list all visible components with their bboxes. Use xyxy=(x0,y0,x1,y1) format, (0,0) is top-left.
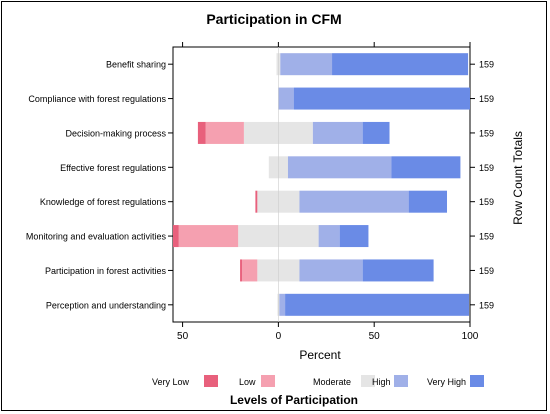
legend-label-very-high: Very High xyxy=(427,377,466,387)
row-total-label: 159 xyxy=(479,266,494,276)
legend-label-high: High xyxy=(372,377,391,387)
row-total-label: 159 xyxy=(479,300,494,310)
legend-swatch-low xyxy=(261,375,275,387)
category-label: Benefit sharing xyxy=(106,60,166,70)
x-tick-label: 100 xyxy=(462,331,479,342)
x-tick-label: 50 xyxy=(369,331,381,342)
bar-very-high-row-1 xyxy=(332,53,469,76)
x-tick-label: 0 xyxy=(276,331,282,342)
category-label: Compliance with forest regulations xyxy=(28,94,166,104)
bar-very-high-row-4 xyxy=(391,156,461,179)
plot-border xyxy=(172,46,471,323)
category-label: Participation in forest activities xyxy=(45,266,167,276)
plot-layer: Benefit sharing 159 Compliance with forest… xyxy=(26,42,494,342)
bar-very-high-row-5 xyxy=(408,190,448,213)
row-total-label: 159 xyxy=(479,128,494,138)
category-label: Decision-making process xyxy=(65,128,166,138)
legend-label-moderate: Moderate xyxy=(313,377,351,387)
bar-very-high-row-2 xyxy=(293,87,470,110)
x-tick-label: 50 xyxy=(177,331,189,342)
category-label: Knowledge of forest regulations xyxy=(40,197,167,207)
legend-swatch-moderate xyxy=(361,375,375,387)
bar-very-low-row-5 xyxy=(255,190,258,213)
category-label: Perception and understanding xyxy=(46,300,166,310)
x-axis-label: Percent xyxy=(299,348,341,362)
bar-high-row-1 xyxy=(280,53,333,76)
row-total-label: 159 xyxy=(479,232,494,242)
bar-high-row-3 xyxy=(312,121,363,144)
bar-low-row-7 xyxy=(241,259,258,282)
row-total-label: 159 xyxy=(479,163,494,173)
bar-very-high-row-8 xyxy=(285,293,470,316)
bar-very-high-row-6 xyxy=(339,225,369,248)
bar-very-low-row-3 xyxy=(197,121,206,144)
legend-swatch-very-low xyxy=(204,375,218,387)
bar-high-row-7 xyxy=(299,259,363,282)
legend-swatch-high xyxy=(394,375,408,387)
bar-low-row-6 xyxy=(178,225,239,248)
bar-high-row-8 xyxy=(279,293,286,316)
legend-label-low: Low xyxy=(239,377,256,387)
bar-high-row-4 xyxy=(287,156,392,179)
chart-title: Participation in CFM xyxy=(206,11,341,27)
legend-swatch-very-high xyxy=(470,375,484,387)
row-total-label: 159 xyxy=(479,197,494,207)
legend-title: Levels of Participation xyxy=(230,393,358,407)
right-axis-label: Row Count Totals xyxy=(511,131,525,225)
bar-very-low-row-6 xyxy=(173,225,179,248)
category-label: Effective forest regulations xyxy=(60,163,166,173)
bar-high-row-2 xyxy=(278,87,294,110)
row-total-label: 159 xyxy=(479,94,494,104)
bar-high-row-6 xyxy=(318,225,340,248)
legend: Very Low Low Moderate High Very High xyxy=(152,375,484,387)
bar-very-high-row-3 xyxy=(362,121,390,144)
category-label: Monitoring and evaluation activities xyxy=(26,232,167,242)
bar-very-low-row-7 xyxy=(240,259,242,282)
bar-very-high-row-7 xyxy=(362,259,434,282)
row-total-label: 159 xyxy=(479,60,494,70)
bar-high-row-5 xyxy=(299,190,409,213)
legend-label-very-low: Very Low xyxy=(152,377,190,387)
bar-low-row-3 xyxy=(205,121,244,144)
